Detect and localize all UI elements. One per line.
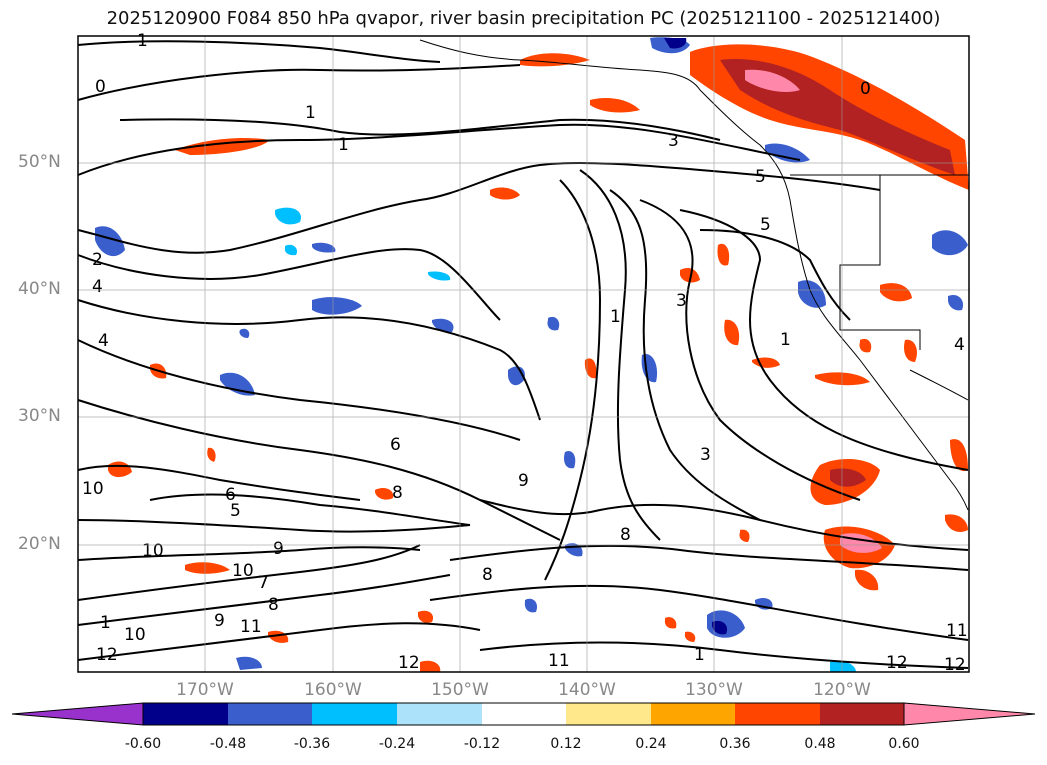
contour-label: 12 — [886, 653, 908, 673]
colorbar-tick: -0.48 — [209, 736, 247, 752]
contour-label: 1 — [100, 613, 111, 633]
contour-label: 11 — [946, 621, 968, 641]
coastlines — [419, 39, 969, 511]
contour-label: 2 — [92, 250, 103, 270]
colorbar-tick: -0.60 — [124, 736, 162, 752]
contour-label: 11 — [240, 617, 262, 637]
contour-label: 1 — [137, 31, 148, 51]
contour-label: 9 — [518, 471, 529, 491]
colorbar-extend-right — [903, 702, 1036, 726]
lat-label: 30°N — [18, 406, 61, 426]
contour-label: 8 — [482, 565, 493, 585]
contour-label: 4 — [98, 331, 109, 351]
map-frame — [77, 35, 970, 673]
map-panel[interactable]: 1 0 1 1 3 5 5 0 2 4 4 3 1 1 6 6 5 8 9 3 … — [0, 0, 1047, 700]
contour-label: 4 — [954, 335, 965, 355]
contour-label: 8 — [268, 595, 279, 615]
qvapor-contours — [77, 40, 969, 669]
contour-label: 10 — [124, 625, 146, 645]
contour-label: 1 — [305, 103, 316, 123]
contour-label: 10 — [82, 479, 104, 499]
contour-label: 6 — [390, 435, 401, 455]
lon-label: 140°W — [558, 680, 616, 700]
colorbar-tick: -0.12 — [463, 736, 501, 752]
colorbar-tick: 0.36 — [719, 736, 751, 752]
lat-label: 40°N — [18, 279, 61, 299]
lon-label: 160°W — [304, 680, 362, 700]
map-title: 2025120900 F084 850 hPa qvapor, river ba… — [106, 8, 941, 29]
contour-label: 0 — [860, 79, 871, 99]
colorbar-segment — [312, 703, 397, 725]
contour-label: 1 — [338, 135, 349, 155]
colorbar-segment — [482, 703, 566, 725]
colorbar-tick: -0.24 — [378, 736, 416, 752]
lat-label: 20°N — [18, 534, 61, 554]
colorbar — [11, 702, 1036, 726]
contour-label: 8 — [620, 525, 631, 545]
contour-label: 7 — [258, 573, 269, 593]
colorbar-tick: 0.60 — [888, 736, 920, 752]
colorbar-segment — [228, 703, 312, 725]
contour-label: 3 — [700, 445, 711, 465]
contour-labels: 1 0 1 1 3 5 5 0 2 4 4 3 1 1 6 6 5 8 9 3 … — [82, 31, 968, 675]
colorbar-tick: 0.24 — [635, 736, 667, 752]
colorbar-segment — [820, 703, 904, 725]
contour-label: 12 — [398, 653, 420, 673]
lon-label: 170°W — [176, 680, 234, 700]
contour-label: 10 — [142, 541, 164, 561]
contour-label: 3 — [668, 131, 679, 151]
colorbar-tick: -0.36 — [293, 736, 331, 752]
lon-label: 150°W — [431, 680, 489, 700]
contour-label: 11 — [548, 651, 570, 671]
colorbar-segment — [566, 703, 651, 725]
contour-label: 1 — [610, 307, 621, 327]
lon-label: 120°W — [813, 680, 871, 700]
contour-label: 8 — [392, 483, 403, 503]
contour-label: 12 — [944, 655, 966, 675]
contour-label: 3 — [676, 291, 687, 311]
contour-label: 4 — [92, 277, 103, 297]
contour-label: 0 — [95, 77, 106, 97]
colorbar-tick: 0.12 — [550, 736, 582, 752]
colorbar-segment — [397, 703, 482, 725]
contour-label: 12 — [96, 645, 118, 665]
contour-label: 5 — [760, 215, 771, 235]
colorbar-segment — [143, 703, 228, 725]
lon-label: 130°W — [685, 680, 743, 700]
contour-label: 1 — [694, 645, 705, 665]
colorbar-extend-left — [11, 702, 144, 726]
contour-label: 5 — [755, 167, 766, 187]
contour-label: 6 — [225, 485, 236, 505]
contour-label: 5 — [230, 501, 241, 521]
contour-label: 1 — [780, 330, 791, 350]
colorbar-tick: 0.48 — [804, 736, 836, 752]
contour-label: 9 — [273, 539, 284, 559]
graticule — [78, 36, 969, 672]
colorbar-segment — [651, 703, 735, 725]
colorbar-segment — [735, 703, 820, 725]
lat-label: 50°N — [18, 152, 61, 172]
contour-label: 10 — [232, 561, 254, 581]
contour-label: 9 — [214, 611, 225, 631]
